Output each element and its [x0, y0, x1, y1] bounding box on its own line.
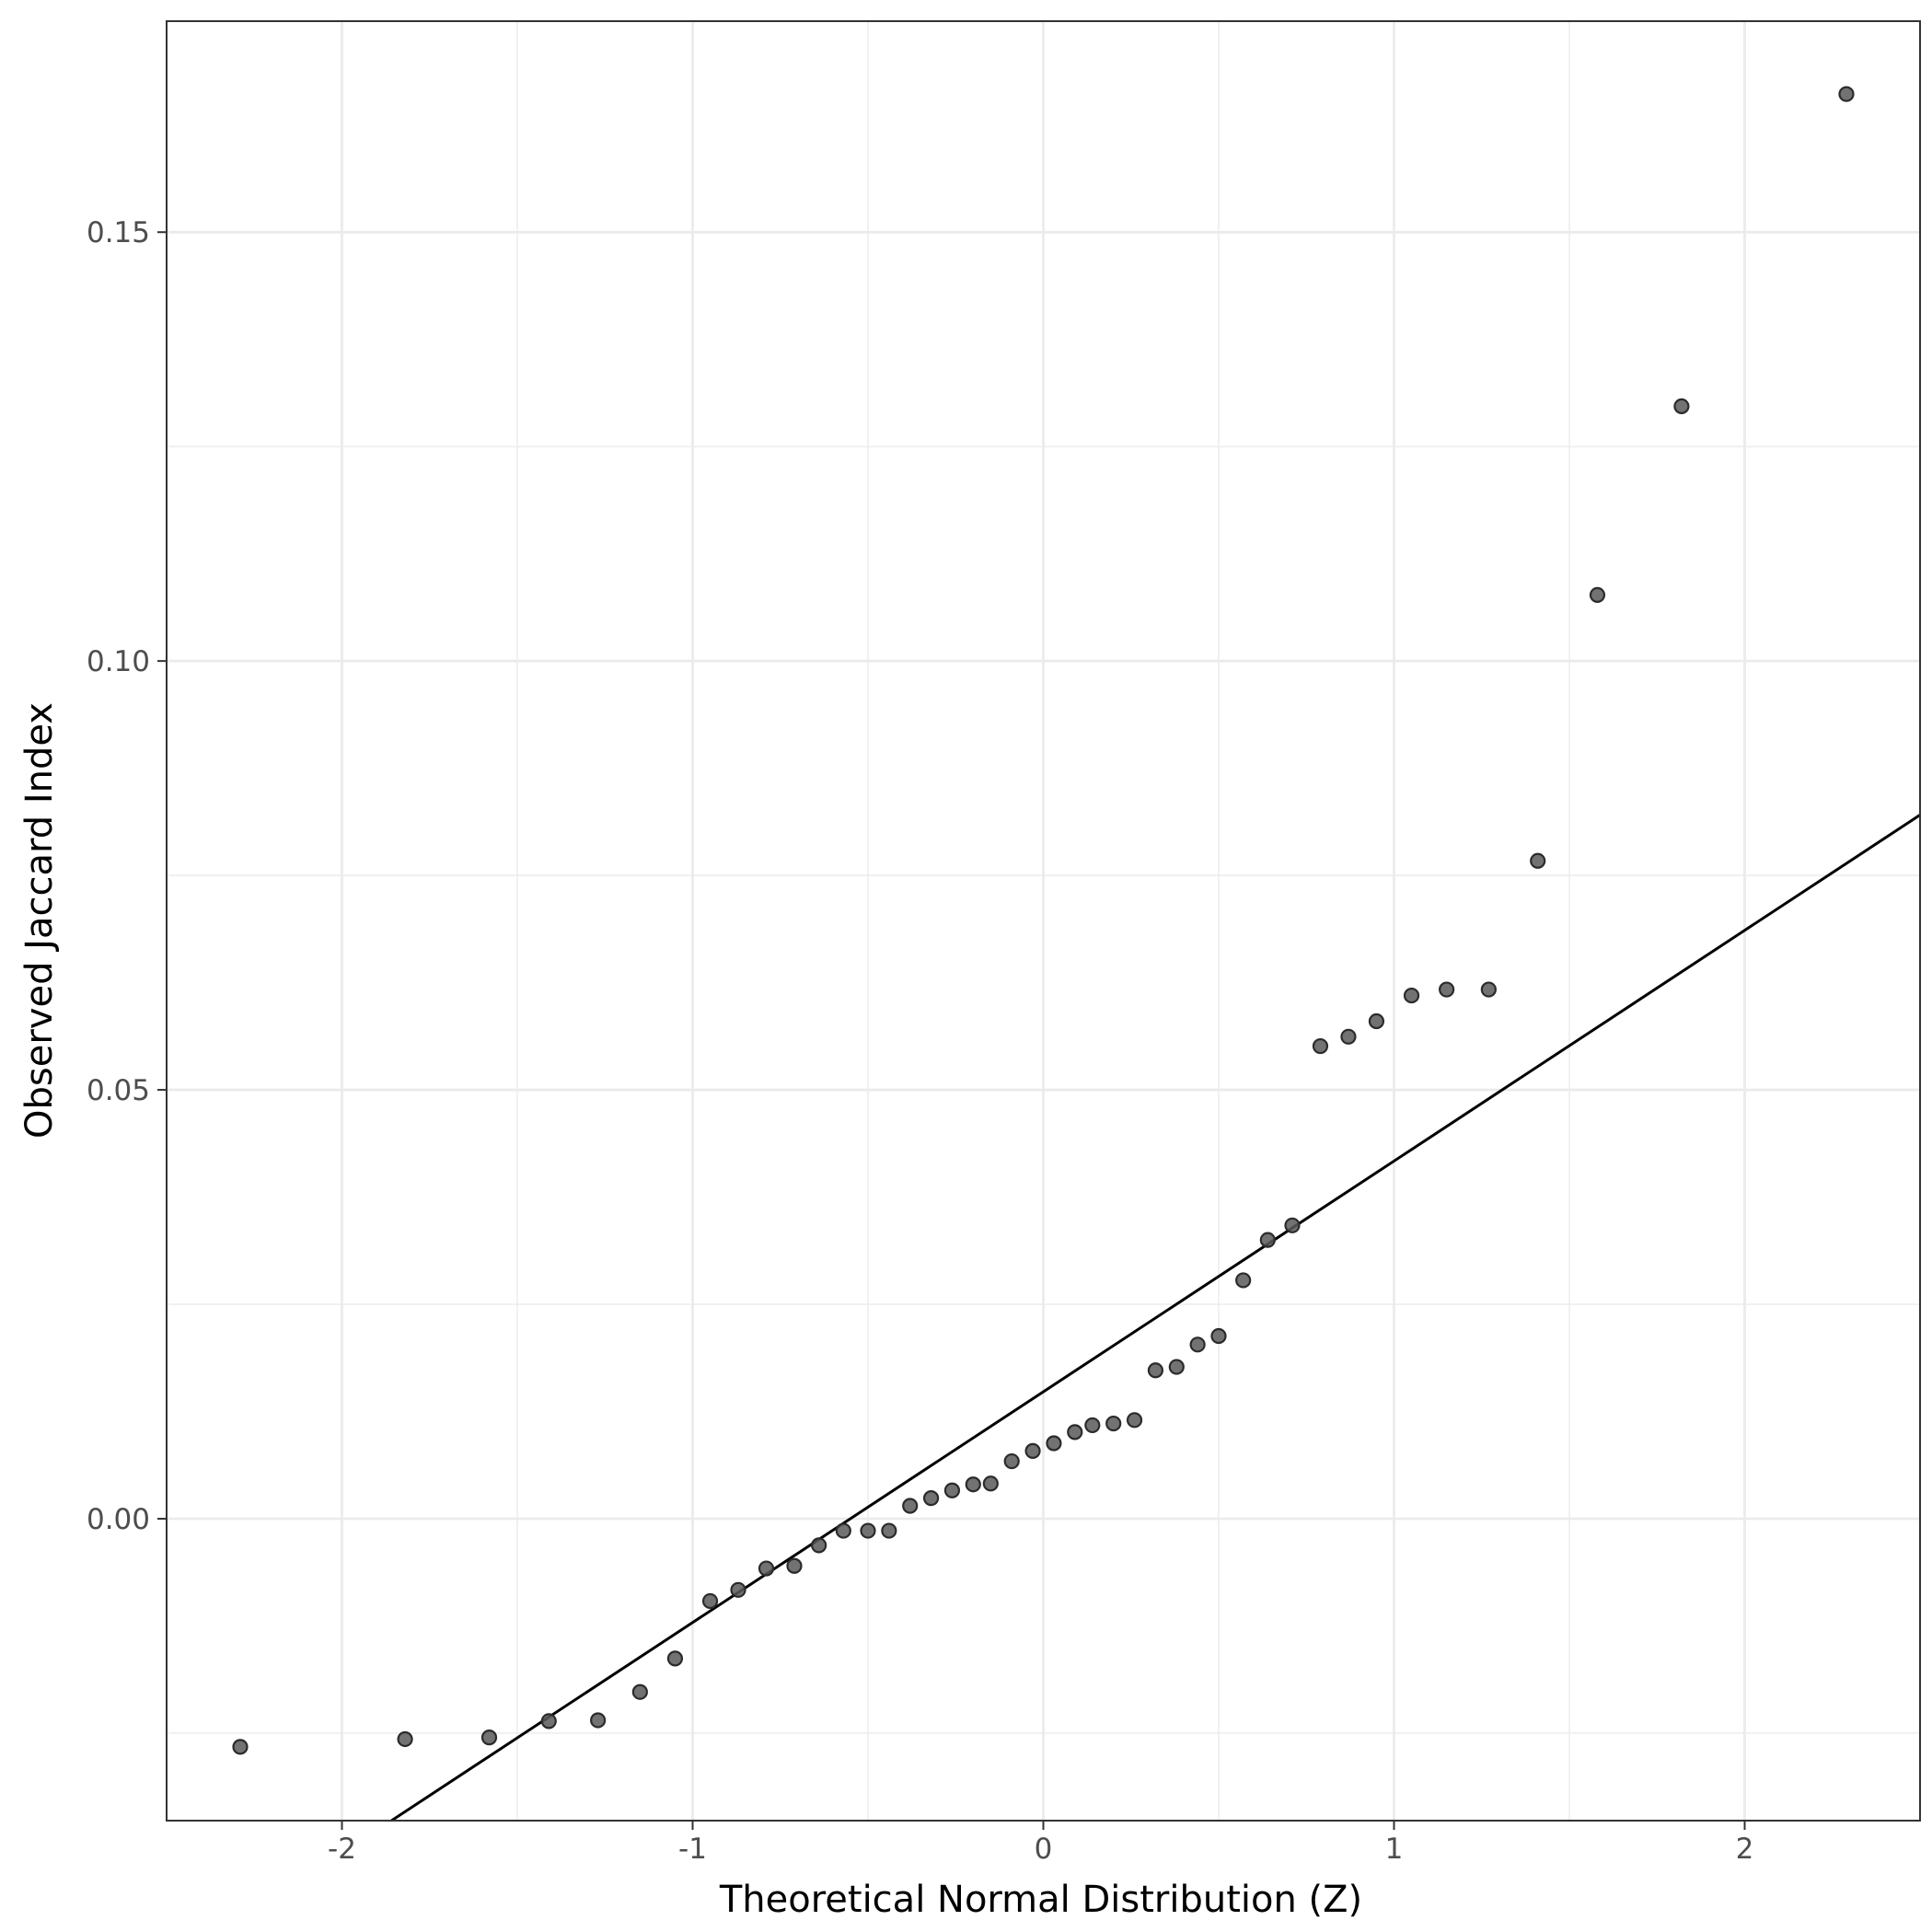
data-point [922, 1490, 940, 1507]
data-point [1105, 1415, 1122, 1432]
y-tick-label: 0.10 [87, 645, 150, 678]
x-tick-label: 0 [1035, 1833, 1053, 1866]
data-point [1003, 1452, 1020, 1470]
data-point [1259, 1232, 1276, 1248]
y-axis-title: Observed Jaccard Index [18, 702, 61, 1139]
y-axis-ticks: 0.00 0.05 0.10 0.15 [87, 216, 167, 1536]
data-point [1673, 398, 1690, 414]
data-point [1403, 987, 1420, 1004]
y-tick-label: 0.00 [87, 1503, 150, 1536]
data-point [965, 1476, 981, 1493]
data-point [1838, 86, 1855, 102]
data-point [480, 1730, 498, 1746]
data-points [232, 86, 1855, 1755]
data-point [811, 1537, 827, 1554]
data-point [881, 1522, 897, 1539]
data-point [835, 1522, 851, 1539]
major-gridlines [167, 21, 1920, 1821]
x-tick-label: -2 [328, 1833, 356, 1866]
data-point [540, 1713, 557, 1730]
data-point [1589, 586, 1606, 604]
data-point [786, 1557, 803, 1574]
data-point [701, 1592, 719, 1610]
data-point [1189, 1336, 1206, 1353]
data-point [1439, 981, 1455, 998]
data-point [397, 1730, 413, 1748]
x-axis-ticks: -2 -1 0 1 2 [328, 1821, 1753, 1866]
data-point [1046, 1435, 1062, 1452]
data-point [1284, 1217, 1301, 1233]
data-point [1340, 1028, 1357, 1045]
y-tick-label: 0.15 [87, 216, 150, 249]
data-point [1147, 1362, 1164, 1379]
data-point [860, 1522, 876, 1539]
data-point [758, 1560, 775, 1577]
x-axis-title: Theoretical Normal Distribution (Z) [719, 1879, 1362, 1921]
data-point [590, 1712, 607, 1729]
data-point [902, 1498, 919, 1514]
data-point [1235, 1272, 1252, 1289]
data-point [1067, 1424, 1083, 1440]
data-point [1530, 852, 1546, 869]
y-tick-label: 0.05 [87, 1074, 150, 1107]
data-point [1126, 1412, 1143, 1429]
reference-line-layer [390, 814, 1921, 1822]
x-tick-label: 2 [1736, 1833, 1754, 1866]
data-point [1312, 1037, 1329, 1055]
data-point [982, 1475, 999, 1492]
data-point [631, 1683, 648, 1700]
x-tick-label: 1 [1385, 1833, 1404, 1866]
x-tick-label: -1 [678, 1833, 707, 1866]
data-point [1368, 1012, 1385, 1030]
data-point [1024, 1442, 1041, 1459]
data-point [943, 1482, 961, 1498]
data-point [232, 1739, 249, 1755]
data-point [1084, 1417, 1101, 1434]
reference-line [390, 814, 1921, 1822]
data-point [1168, 1359, 1185, 1375]
data-point [1480, 981, 1497, 998]
data-point [666, 1650, 684, 1667]
data-point [1210, 1327, 1227, 1345]
data-point [730, 1581, 746, 1598]
